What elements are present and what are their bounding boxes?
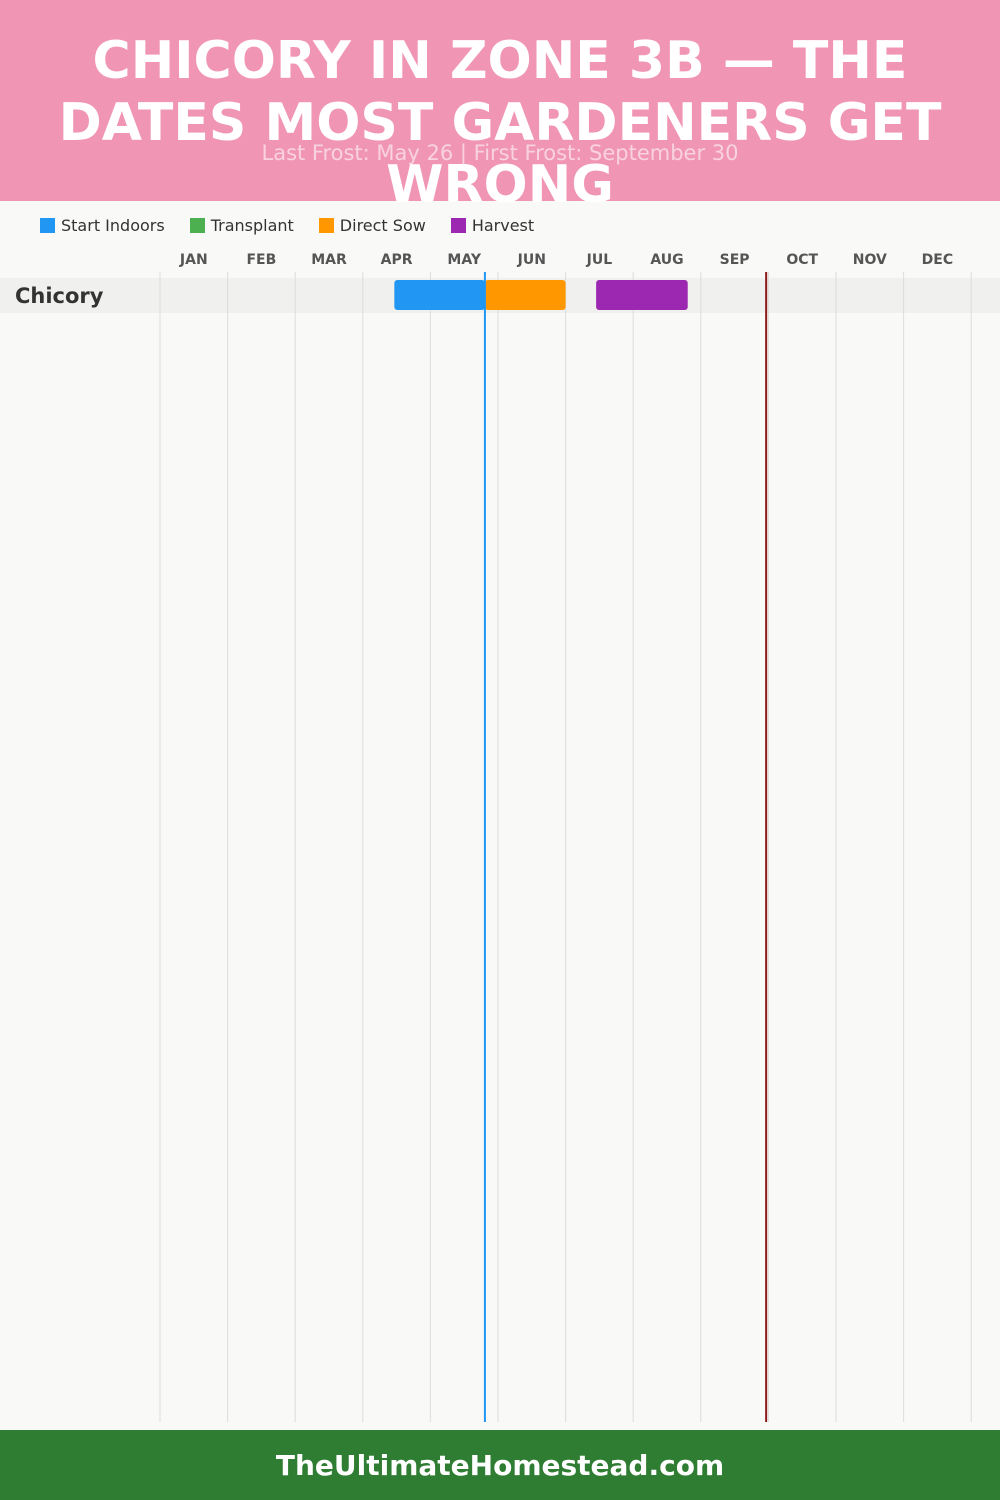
chart-legend: Start Indoors Transplant Direct Sow Harv… <box>40 214 559 236</box>
planting-calendar-chart: JAN FEB MAR APR MAY JUN JUL AUG SEP OCT NOV DEC Chic… <box>0 252 1000 1422</box>
legend-label-start-indoors: Start Indoors <box>61 215 165 235</box>
footer-banner: TheUltimateHomestead.com <box>0 1430 1000 1500</box>
frost-dates-subtitle: Last Frost: May 26 | First Frost: Septem… <box>261 141 739 165</box>
legend-label-direct-sow: Direct Sow <box>339 215 426 235</box>
month-label: FEB <box>246 252 276 268</box>
legend-item-transplant: Transplant <box>189 215 294 235</box>
legend-item-start-indoors: Start Indoors <box>40 216 165 235</box>
bar-start-indoors <box>394 280 485 310</box>
legend-label-harvest: Harvest <box>471 215 535 235</box>
month-label: APR <box>381 252 413 268</box>
legend-swatch-start-indoors <box>40 217 55 233</box>
page-title: CHICORY IN ZONE 3B — THE DATES MOST GARD… <box>58 31 942 215</box>
legend-swatch-transplant <box>189 217 205 233</box>
month-label: MAY <box>447 252 481 268</box>
legend-swatch-harvest <box>450 217 466 233</box>
bar-direct-sow <box>484 280 566 310</box>
legend-label-transplant: Transplant <box>210 215 294 235</box>
month-label: NOV <box>853 252 887 268</box>
legend-swatch-direct-sow <box>318 217 334 233</box>
footer-site-name: TheUltimateHomestead.com <box>275 1448 725 1482</box>
legend-item-direct-sow: Direct Sow <box>318 215 426 235</box>
month-label: JUL <box>586 252 613 268</box>
month-label: JUN <box>517 252 546 268</box>
crop-label: Chicory <box>15 284 104 308</box>
bar-harvest <box>596 280 688 310</box>
month-label: DEC <box>922 252 953 268</box>
month-label: JAN <box>179 252 208 268</box>
month-label: SEP <box>720 252 750 268</box>
month-label: OCT <box>786 252 818 268</box>
month-label: AUG <box>650 252 683 268</box>
month-label: MAR <box>311 252 347 268</box>
header-banner: CHICORY IN ZONE 3B — THE DATES MOST GARD… <box>0 0 1000 215</box>
legend-item-harvest: Harvest <box>450 215 535 235</box>
